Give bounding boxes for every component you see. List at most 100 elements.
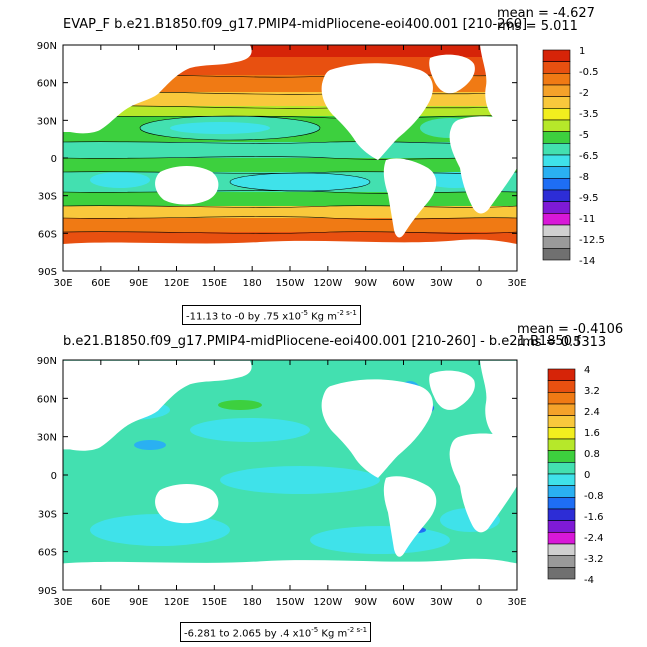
- bottom-panel-title: b.e21.B1850.f09_g17.PMIP4-midPliocene-eo…: [63, 335, 581, 348]
- top-map: [62, 44, 518, 272]
- bottom-colorbar-swatch: [547, 462, 576, 475]
- bottom-colorbar-label: -2.4: [584, 533, 604, 544]
- bottom-ytick-label: 60N: [37, 394, 57, 405]
- top-colorbar-swatch: [542, 154, 571, 167]
- bottom-ytick-label: 30N: [37, 433, 57, 444]
- bottom-colorbar-label: 3.2: [584, 386, 600, 397]
- top-xtick-label: 90E: [129, 278, 148, 289]
- bottom-panel-mean: mean = -0.4106: [517, 322, 624, 337]
- top-xtick-label: 30E: [507, 278, 526, 289]
- top-ytick-label: 60S: [38, 229, 57, 240]
- bottom-colorbar-label: 1.6: [584, 428, 600, 439]
- top-colorbar-label: -12.5: [579, 235, 605, 246]
- bottom-xtick-label: 0: [476, 597, 482, 608]
- top-colorbar-swatch: [542, 236, 571, 249]
- bottom-colorbar-swatch: [547, 497, 576, 510]
- top-colorbar-label: -5: [579, 130, 589, 141]
- top-ytick-label: 0: [51, 154, 57, 165]
- bottom-xtick-label: 90W: [354, 597, 377, 608]
- top-xtick-label: 150W: [276, 278, 305, 289]
- top-ytick-label: 60N: [37, 79, 57, 90]
- bottom-colorbar-swatch: [547, 403, 576, 416]
- top-xtick-label: 0: [476, 278, 482, 289]
- bottom-colorbar-label: -3.2: [584, 554, 604, 565]
- top-xtick-label: 180: [243, 278, 262, 289]
- top-colorbar-label: -14: [579, 256, 595, 267]
- bottom-exp: -5: [311, 626, 319, 634]
- top-colorbar-swatch: [542, 224, 571, 237]
- bottom-colorbar-label: 4: [584, 365, 590, 376]
- bottom-colorbar-swatch: [547, 450, 576, 463]
- bottom-contour-caption: -6.281 to 2.065 by .4 x10-5 Kg m-2 s-1: [180, 622, 372, 643]
- bottom-colorbar-swatch: [547, 368, 576, 381]
- top-xtick-label: 150E: [202, 278, 227, 289]
- top-panel-mean: mean = -4.627: [497, 6, 595, 21]
- top-colorbar-swatch: [542, 49, 571, 62]
- top-ytick-label: 30N: [37, 116, 57, 127]
- bottom-colorbar-swatch: [547, 532, 576, 545]
- bottom-ytick-label: 60S: [38, 548, 57, 559]
- top-xtick-label: 60E: [91, 278, 110, 289]
- top-xtick-label: 60W: [392, 278, 415, 289]
- top-xtick-label: 30W: [430, 278, 453, 289]
- top-colorbar-swatch: [542, 189, 571, 202]
- top-colorbar-label: 1: [579, 46, 585, 57]
- top-colorbar-swatch: [542, 166, 571, 179]
- bottom-colorbar-swatch: [547, 415, 576, 428]
- top-colorbar-label: -3.5: [579, 109, 599, 120]
- bottom-colorbar-label: -4: [584, 575, 594, 586]
- top-colorbar-swatch: [542, 119, 571, 132]
- bottom-colorbar: 4 3.2 2.4 1.6 0.8 0 -0.8 -1.6 -2.4 -3.2 -4: [547, 365, 604, 586]
- bottom-xtick-label: 120W: [313, 597, 342, 608]
- bottom-xtick-label: 120E: [164, 597, 189, 608]
- top-colorbar-label: -2: [579, 88, 589, 99]
- bottom-axes: 30E 60E 90E 120E 150E 180 150W 120W 90W 60W 30W 0 30…: [37, 356, 527, 608]
- bottom-colorbar-swatch: [547, 485, 576, 498]
- top-colorbar-swatch: [542, 131, 571, 144]
- top-ytick-label: 30S: [38, 192, 57, 203]
- top-panel-rms: rms = 5.011: [497, 19, 578, 34]
- top-units: Kg m: [307, 311, 337, 323]
- top-axes: 30E 60E 90E 120E 150E 180 150W 120W 90W 60W 30W 0 30…: [37, 41, 527, 289]
- top-colorbar-swatch: [542, 178, 571, 191]
- bottom-ytick-label: 90S: [38, 586, 57, 597]
- top-panel-title: EVAP_F b.e21.B1850.f09_g17.PMIP4-midPlio…: [63, 17, 528, 32]
- bottom-colorbar-swatch: [547, 473, 576, 486]
- bottom-xtick-label: 150E: [202, 597, 227, 608]
- bottom-xtick-label: 60E: [91, 597, 110, 608]
- top-colorbar-label: -6.5: [579, 151, 599, 162]
- top-colorbar-swatch: [542, 248, 571, 261]
- bottom-xtick-label: 30E: [507, 597, 526, 608]
- top-contour-caption: -11.13 to -0 by .75 x10-5 Kg m-2 s-1: [182, 305, 361, 326]
- bottom-colorbar-label: -1.6: [584, 512, 604, 523]
- top-units-exp: -2 s-1: [336, 309, 357, 317]
- bottom-colorbar-swatch: [547, 427, 576, 440]
- top-exp: -5: [300, 309, 308, 317]
- bottom-xtick-label: 180: [243, 597, 262, 608]
- top-colorbar-swatch: [542, 108, 571, 121]
- bottom-colorbar-swatch: [547, 520, 576, 533]
- bottom-colorbar-swatch: [547, 543, 576, 556]
- bottom-xtick-label: 30E: [53, 597, 72, 608]
- top-colorbar-swatch: [542, 143, 571, 156]
- top-colorbar-label: -11: [579, 214, 595, 225]
- top-xtick-label: 120E: [164, 278, 189, 289]
- top-ytick-label: 90S: [38, 267, 57, 278]
- bottom-colorbar-swatch: [547, 555, 576, 568]
- top-colorbar-swatch: [542, 61, 571, 74]
- bottom-colorbar-swatch: [547, 438, 576, 451]
- top-colorbar-label: -8: [579, 172, 589, 183]
- top-colorbar-swatch: [542, 73, 571, 86]
- bottom-colorbar-swatch: [547, 380, 576, 393]
- top-colorbar-swatch: [542, 213, 571, 226]
- bottom-xtick-label: 60W: [392, 597, 415, 608]
- bottom-colorbar-label: -0.8: [584, 491, 604, 502]
- bottom-ytick-label: 0: [51, 471, 57, 482]
- bottom-xtick-label: 30W: [430, 597, 453, 608]
- bottom-map: [62, 359, 518, 591]
- bottom-units-exp: -2 s-1: [347, 626, 368, 634]
- bottom-contour-range: -6.281 to 2.065 by .4 x10: [184, 628, 312, 640]
- bottom-colorbar-swatch: [547, 392, 576, 405]
- bottom-units: Kg m: [318, 628, 348, 640]
